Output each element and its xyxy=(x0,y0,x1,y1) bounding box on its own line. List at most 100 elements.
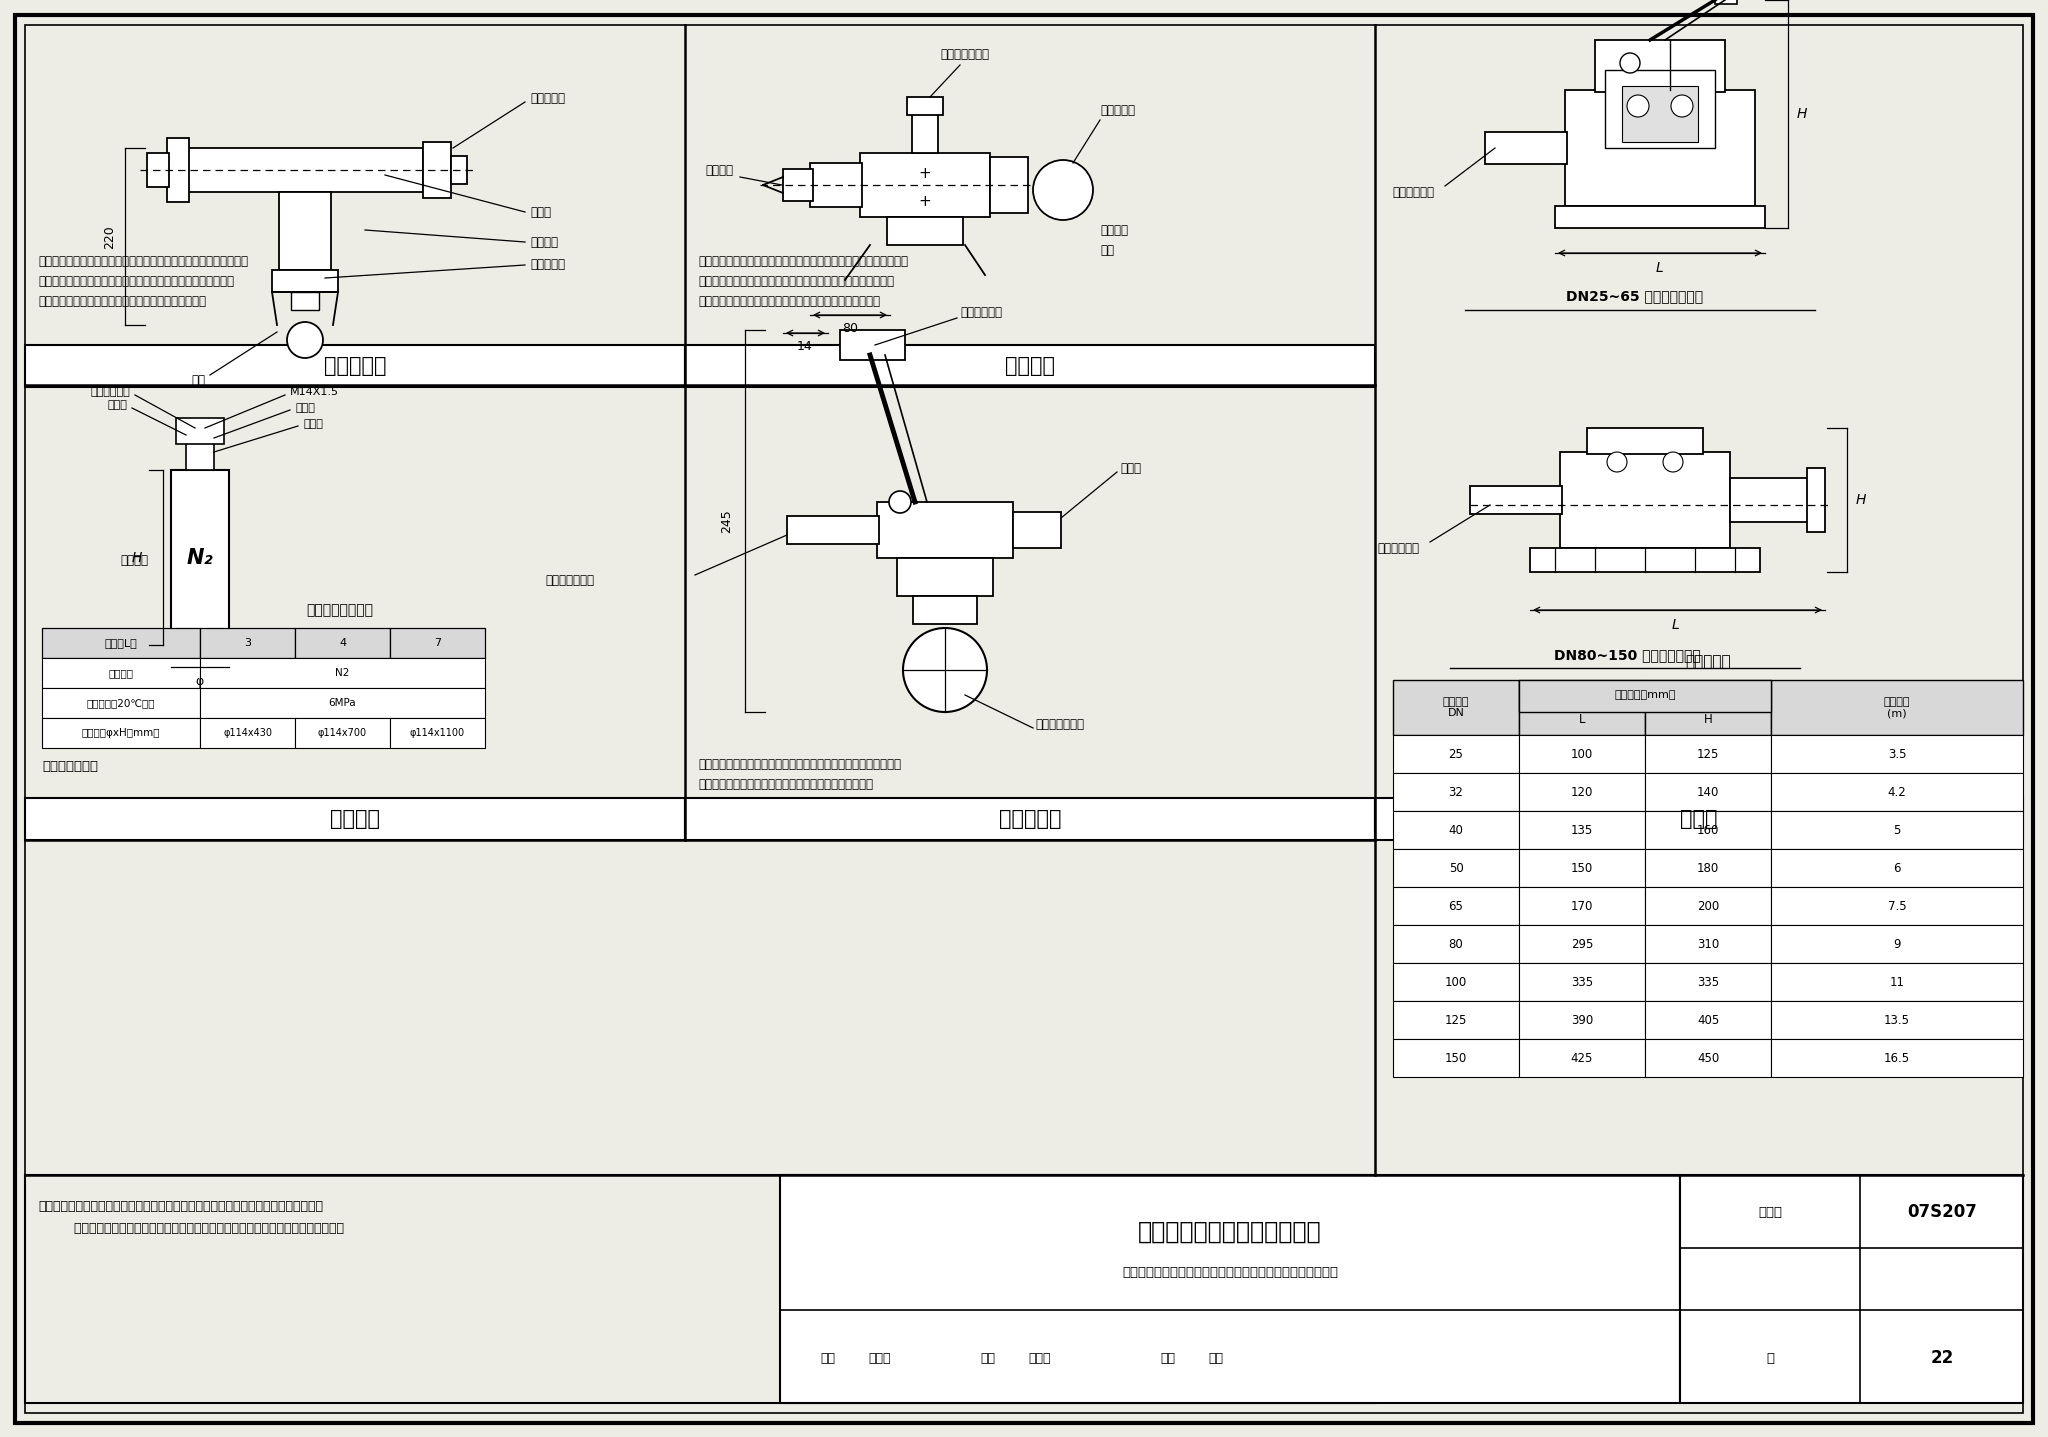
Bar xyxy=(1772,887,2023,925)
Bar xyxy=(1645,1002,1772,1039)
Bar xyxy=(1520,734,1645,773)
Text: 启动瓶容器阀: 启动瓶容器阀 xyxy=(90,387,129,397)
Bar xyxy=(43,628,201,658)
Bar xyxy=(1679,1175,2023,1403)
Bar xyxy=(1393,925,1520,963)
Bar xyxy=(1520,680,1772,711)
Bar xyxy=(1014,512,1061,547)
Text: N2: N2 xyxy=(336,668,350,678)
Bar xyxy=(786,516,879,545)
Text: 135: 135 xyxy=(1571,823,1593,836)
Bar xyxy=(291,292,319,310)
Text: +: + xyxy=(920,165,932,181)
Text: φ: φ xyxy=(197,674,205,687)
Text: 材质：无缝钢瓶: 材质：无缝钢瓶 xyxy=(43,760,98,773)
Bar xyxy=(1645,849,1772,887)
Text: N₂: N₂ xyxy=(186,547,213,568)
Bar xyxy=(1520,1002,1645,1039)
Text: 7.5: 7.5 xyxy=(1888,900,1907,912)
Text: 电磁启动器: 电磁启动器 xyxy=(324,356,387,376)
Bar xyxy=(1606,70,1714,148)
Bar xyxy=(1772,773,2023,810)
Bar xyxy=(1645,810,1772,849)
Bar xyxy=(1520,680,1645,734)
Text: 气启动器: 气启动器 xyxy=(1006,356,1055,376)
Text: φ114x700: φ114x700 xyxy=(317,729,367,739)
Bar xyxy=(43,688,201,718)
Text: 140: 140 xyxy=(1698,786,1718,799)
Bar xyxy=(1587,428,1704,454)
Bar xyxy=(1520,810,1645,849)
Text: 125: 125 xyxy=(1444,1013,1466,1026)
Text: 125: 125 xyxy=(1698,747,1718,760)
Text: 295: 295 xyxy=(1571,937,1593,950)
Text: 压力表: 压力表 xyxy=(303,420,324,430)
Text: 5: 5 xyxy=(1892,823,1901,836)
Text: 说明：手气启动器安装于灭火剂储瓶容器阀上，用来开启储瓶容器: 说明：手气启动器安装于灭火剂储瓶容器阀上，用来开启储瓶容器 xyxy=(698,757,901,772)
Text: 16.5: 16.5 xyxy=(1884,1052,1911,1065)
Bar xyxy=(1772,963,2023,1002)
Bar xyxy=(811,162,862,207)
Bar xyxy=(25,1175,1374,1403)
Bar xyxy=(1393,773,1520,810)
Text: 公称通径
DN: 公称通径 DN xyxy=(1442,697,1468,718)
Bar xyxy=(1520,773,1645,810)
Text: 保险销: 保险销 xyxy=(295,402,315,412)
Text: M14X1.5: M14X1.5 xyxy=(291,387,340,397)
Circle shape xyxy=(1626,95,1649,116)
Text: 335: 335 xyxy=(1698,976,1718,989)
Bar xyxy=(272,270,338,292)
Bar xyxy=(43,658,201,688)
Bar xyxy=(25,798,684,841)
Bar xyxy=(201,718,295,749)
Bar xyxy=(1561,453,1731,547)
Bar xyxy=(1520,887,1645,925)
Bar xyxy=(989,157,1028,213)
Bar xyxy=(1772,925,2023,963)
Bar xyxy=(1595,40,1724,92)
Bar xyxy=(1520,1039,1645,1076)
Bar xyxy=(176,418,223,444)
Text: 启动气体入口: 启动气体入口 xyxy=(1393,187,1434,200)
Text: 4: 4 xyxy=(338,638,346,648)
Text: 说明：气体灭火系统通用组件依据上海金盾消防安全设备有限公司提供的技术资料进行: 说明：气体灭火系统通用组件依据上海金盾消防安全设备有限公司提供的技术资料进行 xyxy=(39,1200,324,1213)
Bar xyxy=(1645,925,1772,963)
Bar xyxy=(201,688,485,718)
Text: 电磁铁: 电磁铁 xyxy=(530,205,551,218)
Bar xyxy=(1645,1039,1772,1076)
Text: （电磁启动器、气启动器、手气启动器、选择阀、启动瓶组）: （电磁启动器、气启动器、手气启动器、选择阀、启动瓶组） xyxy=(1122,1266,1337,1279)
Text: 180: 180 xyxy=(1698,862,1718,875)
Bar xyxy=(1772,849,2023,887)
Text: 150: 150 xyxy=(1571,862,1593,875)
Text: 经控制管路进入气启动器，启动机构动作，闸刀刺破容器阀密封: 经控制管路进入气启动器，启动机构动作，闸刀刺破容器阀密封 xyxy=(698,274,895,287)
Text: 405: 405 xyxy=(1698,1013,1718,1026)
Bar xyxy=(1772,680,2023,734)
Text: 编制。其他企业组件外形及外形尺寸可能略有差异，但组件性能和作用是一致的。: 编制。其他企业组件外形及外形尺寸可能略有差异，但组件性能和作用是一致的。 xyxy=(39,1221,344,1234)
Text: 9: 9 xyxy=(1892,937,1901,950)
Text: 外形尺寸（mm）: 外形尺寸（mm） xyxy=(1614,690,1675,700)
Bar xyxy=(1393,810,1520,849)
Text: 启动瓶组: 启动瓶组 xyxy=(330,809,381,829)
Bar xyxy=(684,798,1374,841)
Text: 主要技术性能参数: 主要技术性能参数 xyxy=(307,604,373,616)
Text: 阀，释放灭火剂。可通过启动气体启动或紧急手动启动。: 阀，释放灭火剂。可通过启动气体启动或紧急手动启动。 xyxy=(698,777,872,790)
Circle shape xyxy=(1671,95,1694,116)
Bar xyxy=(1772,1002,2023,1039)
Text: L: L xyxy=(1657,262,1663,274)
Bar xyxy=(170,470,229,645)
Bar xyxy=(1622,86,1698,142)
Text: 100: 100 xyxy=(1571,747,1593,760)
Bar xyxy=(1393,1039,1520,1076)
Bar xyxy=(1714,0,1737,4)
Text: 7: 7 xyxy=(434,638,440,648)
Text: 245: 245 xyxy=(721,509,733,533)
Bar xyxy=(1520,849,1645,887)
Text: 25: 25 xyxy=(1448,747,1464,760)
Text: φ114x430: φ114x430 xyxy=(223,729,272,739)
Bar xyxy=(1530,547,1759,572)
Text: 手气启动器: 手气启动器 xyxy=(999,809,1061,829)
Bar xyxy=(1554,205,1765,228)
Text: 启动气体: 启动气体 xyxy=(109,668,133,678)
Text: 335: 335 xyxy=(1571,976,1593,989)
Text: 425: 425 xyxy=(1571,1052,1593,1065)
